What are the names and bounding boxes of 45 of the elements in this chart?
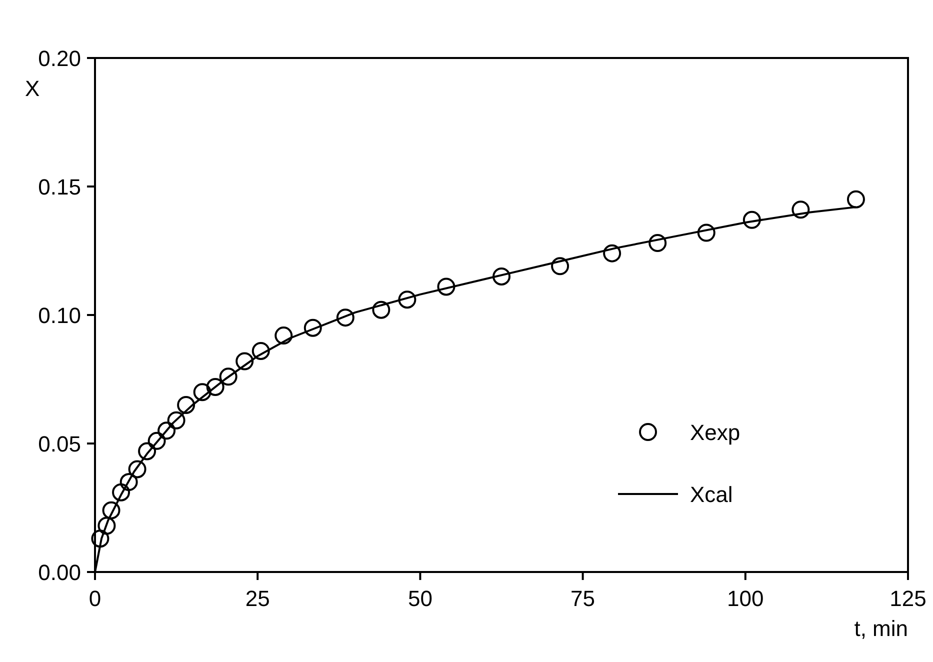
point	[120, 473, 138, 492]
point	[128, 460, 146, 478]
point	[91, 530, 110, 548]
point	[167, 411, 186, 430]
point	[148, 432, 166, 450]
x-axis-title: t, min	[854, 616, 908, 641]
point	[648, 234, 667, 252]
point	[177, 396, 196, 414]
point	[102, 501, 120, 520]
y-tick-label: 0.00	[38, 560, 81, 585]
point	[551, 257, 570, 276]
point	[138, 442, 156, 460]
point	[372, 300, 390, 319]
x-tick-label: 100	[727, 586, 764, 611]
point	[603, 244, 622, 262]
x-tick-label: 75	[570, 586, 596, 611]
point	[304, 318, 322, 337]
point	[193, 383, 212, 402]
point	[742, 210, 761, 229]
y-tick-label: 0.10	[38, 303, 81, 328]
point	[792, 200, 810, 219]
point	[846, 190, 865, 208]
legend-label: Xexp	[690, 420, 740, 445]
point	[98, 516, 116, 535]
legend-label: Xcal	[690, 482, 733, 507]
x-tick-label: 0	[88, 586, 102, 611]
y-axis-title: X	[25, 76, 40, 101]
point	[336, 308, 354, 327]
point	[398, 290, 416, 309]
point	[437, 278, 456, 296]
y-tick-label: 0.15	[38, 174, 81, 200]
point	[697, 224, 716, 242]
point	[112, 483, 130, 502]
point	[252, 342, 270, 360]
point	[274, 326, 293, 345]
y-tick-label: 0.05	[38, 432, 81, 456]
point	[236, 352, 254, 370]
x-tick-label: 50	[408, 586, 432, 611]
point	[206, 378, 224, 396]
point	[219, 368, 238, 386]
point	[158, 422, 176, 440]
y-tick-label: 0.20	[38, 46, 81, 71]
point	[492, 267, 510, 286]
x-tick-label: 125	[890, 586, 926, 611]
x-tick-label: 25	[245, 586, 270, 611]
